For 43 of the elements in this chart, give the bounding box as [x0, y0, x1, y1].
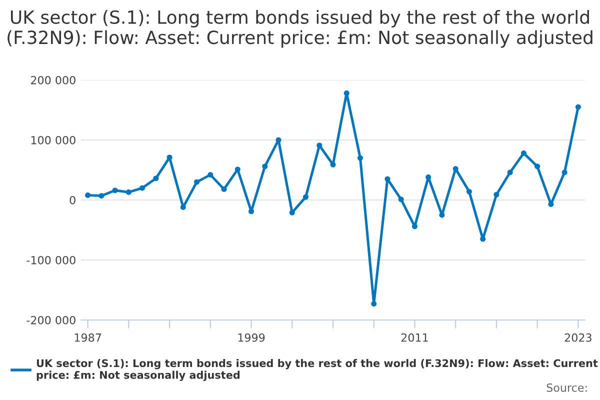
point: [520, 150, 526, 156]
point: [330, 162, 336, 168]
x-tick-label: 1999: [238, 333, 265, 342]
point: [248, 208, 254, 214]
y-tick-label: -200 000: [26, 316, 76, 324]
legend-label: UK sector (S.1): Long term bonds issued by the rest of the world (F.32N9): Flow: Asset: Current price: £m: Not seasonally adjusted: [36, 359, 598, 381]
point: [126, 189, 132, 195]
point: [85, 192, 91, 198]
point: [398, 196, 404, 202]
point: [234, 166, 240, 172]
source-note: Source:: [546, 383, 587, 392]
point: [412, 224, 418, 230]
x-tick-label: 2011: [401, 333, 428, 342]
point: [276, 137, 282, 143]
point: [194, 179, 200, 185]
point: [534, 164, 540, 170]
point: [302, 194, 309, 200]
point: [153, 176, 159, 182]
point: [575, 104, 581, 110]
y-tick-label: -100 000: [26, 256, 76, 264]
point: [562, 170, 568, 176]
chart-title: UK sector (S.1): Long term bonds issued by the rest of the world (F.32N9): Flow: Asset: Current price: £m: Not seasonally adjusted: [8, 10, 592, 48]
x-tick-label: 1987: [74, 333, 101, 342]
point: [140, 185, 146, 191]
point: [221, 186, 227, 192]
y-tick-label: 0: [70, 196, 76, 204]
y-tick-label: 100 000: [31, 136, 76, 144]
point: [466, 188, 472, 194]
point: [426, 174, 432, 180]
point: [371, 301, 377, 307]
point: [112, 188, 118, 194]
point: [262, 164, 268, 170]
point: [439, 212, 445, 218]
point: [480, 236, 486, 242]
point: [344, 90, 350, 96]
point: [357, 155, 364, 161]
point: [494, 192, 500, 198]
point: [384, 176, 390, 182]
point: [507, 170, 513, 176]
point: [98, 193, 104, 199]
point: [208, 172, 214, 178]
x-tick-label: 2023: [564, 333, 592, 342]
y-tick-label: 200 000: [31, 76, 76, 84]
